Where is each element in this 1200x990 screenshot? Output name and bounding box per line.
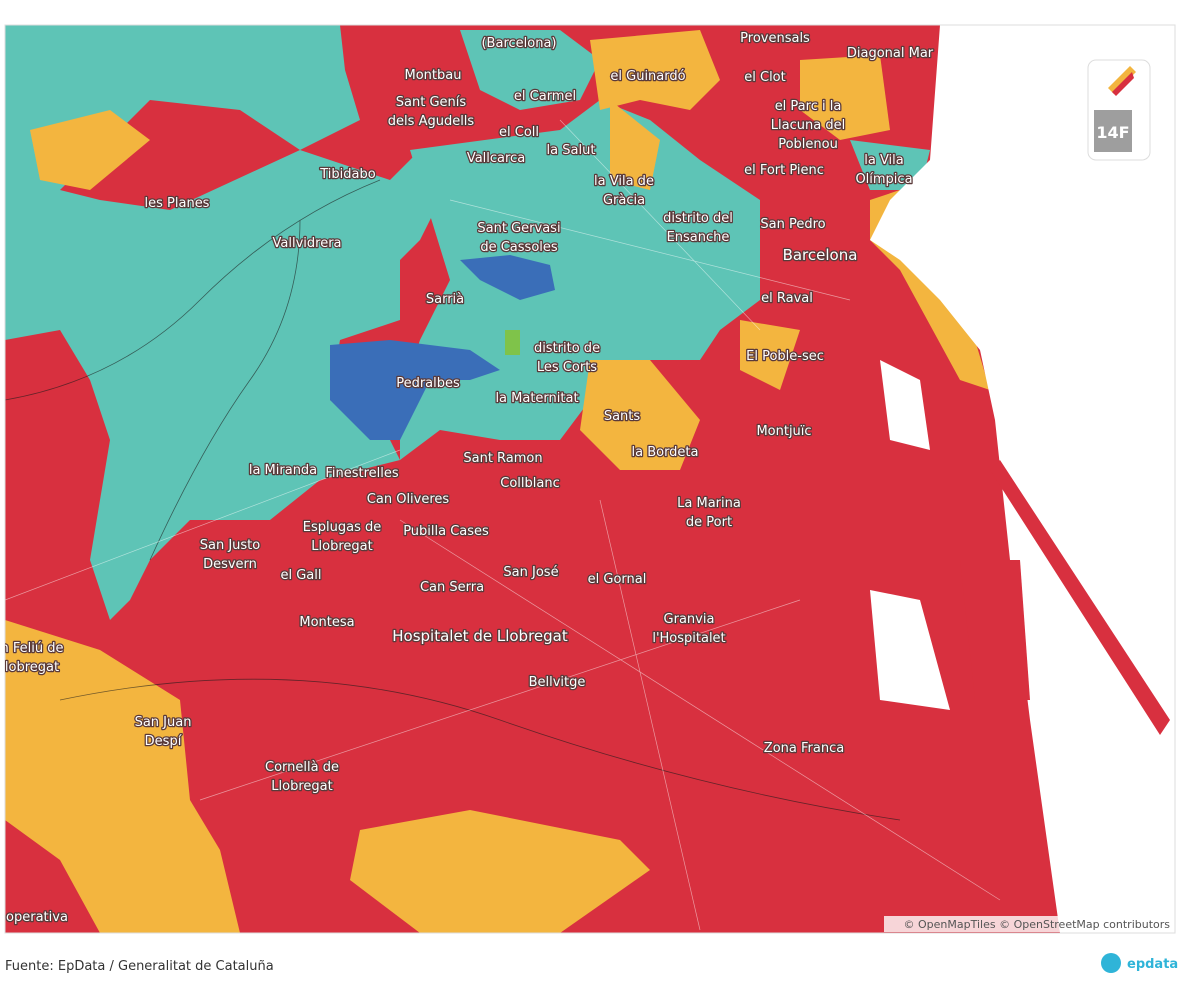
place-label: Hospitalet de Llobregat bbox=[392, 627, 568, 645]
place-label: Esplugas de bbox=[303, 520, 381, 535]
place-label: Poblenou bbox=[778, 137, 838, 152]
place-label: dels Agudells bbox=[388, 114, 475, 129]
place-label: Can Serra bbox=[420, 580, 484, 595]
place-label: el Raval bbox=[761, 291, 813, 306]
place-label: distrito de bbox=[534, 341, 600, 356]
place-label: (Barcelona) bbox=[481, 36, 556, 51]
place-label: Gràcia bbox=[603, 193, 645, 208]
place-label: El Poble-sec bbox=[746, 349, 824, 364]
badge-text: 14F bbox=[1096, 123, 1129, 142]
logo-icon bbox=[1101, 953, 1121, 973]
place-label: el Gornal bbox=[588, 572, 647, 587]
place-label: Collblanc bbox=[500, 476, 559, 491]
place-label: l'Hospitalet bbox=[652, 631, 725, 646]
place-label: el Guinardó bbox=[610, 69, 685, 84]
place-label: el Fort Pienc bbox=[744, 163, 824, 178]
place-label: de Cassoles bbox=[480, 240, 558, 255]
place-label: la Maternitat bbox=[495, 391, 578, 406]
place-label: el Clot bbox=[744, 70, 785, 85]
place-label: Barcelona bbox=[783, 246, 858, 264]
labels: (Barcelona) Provensals Diagonal Mar Montbau… bbox=[1, 30, 935, 927]
place-label: operativa bbox=[6, 910, 68, 925]
place-label: la Salut bbox=[547, 143, 596, 158]
place-label: Olímpica bbox=[855, 172, 912, 187]
place-label: Ensanche bbox=[667, 230, 730, 245]
place-label: Cornellà de bbox=[265, 760, 339, 775]
place-label: Llacuna del bbox=[771, 118, 845, 133]
place-label: Sant Gervasi bbox=[477, 221, 560, 236]
place-label: de Port bbox=[686, 515, 732, 530]
place-label: el Parc i la bbox=[775, 99, 842, 114]
place-label: Granvia bbox=[664, 612, 715, 627]
place-label: les Planes bbox=[145, 196, 210, 211]
place-label: Montbau bbox=[405, 68, 462, 83]
place-label: San Pedro bbox=[760, 217, 825, 232]
place-label: Montesa bbox=[299, 615, 354, 630]
place-label: Pubilla Cases bbox=[403, 524, 489, 539]
place-label: Sant Ramon bbox=[463, 451, 542, 466]
place-label: Bellvitge bbox=[529, 675, 586, 690]
place-label: el Gall bbox=[280, 568, 321, 583]
place-label: Sant Genís bbox=[396, 95, 467, 110]
place-label: lobregat bbox=[5, 660, 59, 675]
place-label: el Carmel bbox=[514, 89, 576, 104]
place-label: Desvern bbox=[203, 557, 257, 572]
place-label: Vallcarca bbox=[467, 151, 525, 166]
place-label: Sarrià bbox=[426, 292, 464, 307]
place-label: Montjuïc bbox=[756, 424, 811, 439]
place-label: Tibidabo bbox=[319, 167, 375, 182]
place-label: San Juan bbox=[135, 715, 192, 730]
place-label: la Vila bbox=[864, 153, 904, 168]
place-label: Llobregat bbox=[271, 779, 332, 794]
badge bbox=[1087, 59, 1151, 161]
place-label: Vallvidrera bbox=[273, 236, 342, 251]
place-label: Provensals bbox=[740, 31, 810, 46]
source: Fuente: EpData / Generalitat de Cataluña bbox=[5, 959, 274, 974]
place-label: la Vila de bbox=[594, 174, 654, 189]
attribution-bg bbox=[884, 916, 1174, 932]
place-label: Diagonal Mar bbox=[847, 46, 934, 61]
place-label: n Feliú de bbox=[1, 641, 64, 656]
place-label: Sants bbox=[604, 409, 641, 424]
place-label: Les Corts bbox=[537, 360, 597, 375]
place-label: la Bordeta bbox=[631, 445, 698, 460]
place-label: Can Oliveres bbox=[367, 492, 450, 507]
place-label: Finestrelles bbox=[325, 466, 399, 481]
place-label: Pedralbes bbox=[396, 376, 460, 391]
place-label: San José bbox=[503, 565, 558, 580]
place-label: Despí bbox=[145, 734, 182, 749]
place-label: San Justo bbox=[200, 538, 261, 553]
place-label: Zona Franca bbox=[764, 741, 844, 756]
attribution: © OpenMapTiles © OpenStreetMap contribut… bbox=[904, 918, 1171, 931]
place-label: La Marina bbox=[677, 496, 741, 511]
map-frame bbox=[4, 24, 1176, 934]
logo: epdata bbox=[1127, 957, 1178, 972]
place-label: la Miranda bbox=[249, 463, 317, 478]
place-label: distrito del bbox=[663, 211, 733, 226]
place-label: el Coll bbox=[499, 125, 539, 140]
map-regions bbox=[5, 25, 1175, 933]
place-label: Llobregat bbox=[311, 539, 372, 554]
